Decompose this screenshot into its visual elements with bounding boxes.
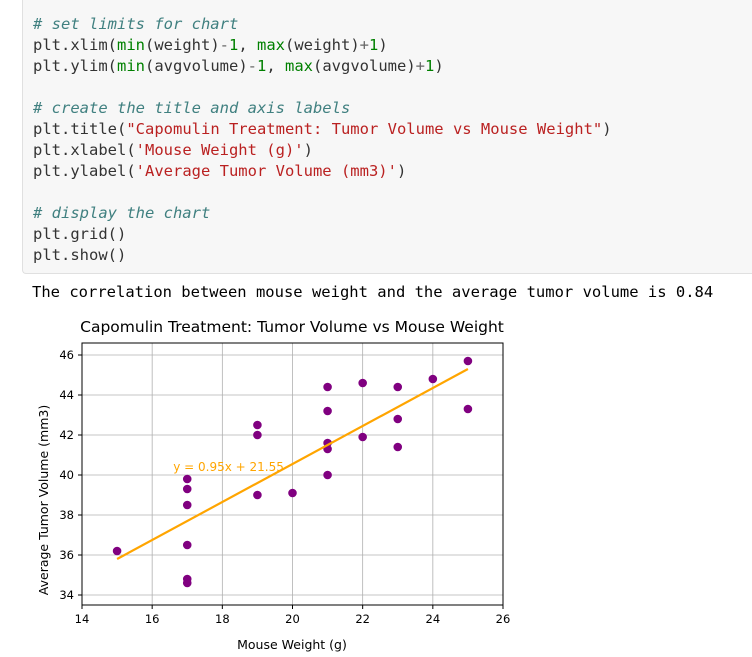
x-tick-label: 18 [215,612,230,626]
chart-title: Capomulin Treatment: Tumor Volume vs Mou… [80,318,504,336]
code-token: 1 [369,36,379,54]
code-token: max [257,36,286,54]
data-point [182,540,192,550]
code-token: - [247,57,257,75]
code-token: , [266,57,286,75]
code-editor[interactable]: # set limits for chart plt.xlim(min(weigh… [33,14,612,266]
code-token: max [285,57,314,75]
code-token: plt.ylim( [33,57,117,75]
x-tick-label: 26 [496,612,511,626]
data-point [393,382,403,392]
data-point [323,406,332,416]
code-token: 1 [229,36,239,54]
code-token: ) [434,57,444,75]
data-point [323,382,332,392]
code-line: plt.grid() [33,224,612,245]
code-token: min [117,57,145,75]
code-token: # display the chart [33,204,211,222]
data-point [323,470,332,480]
y-tick-label: 44 [59,388,74,402]
code-token: - [219,36,229,54]
code-token: ) [396,162,407,180]
code-token: , [238,36,258,54]
code-line [33,182,612,203]
code-token: 'Average Tumor Volume (mm3)' [135,162,397,180]
code-line: plt.ylim(min(avgvolume)-1, max(avgvolume… [33,56,612,77]
data-point [253,490,262,500]
chart-x-axis-label: Mouse Weight (g) [237,637,347,652]
code-token: plt.xlim( [33,36,117,54]
data-point [463,356,473,366]
code-token: "Capomulin Treatment: Tumor Volume vs Mo… [126,120,603,138]
data-point [358,378,367,388]
code-token: plt.title( [33,120,127,138]
code-token: 'Mouse Weight (g)' [135,141,304,159]
x-tick-label: 24 [426,612,441,626]
code-token: ) [378,36,388,54]
data-point [182,474,192,484]
data-point [112,546,122,556]
data-point [463,404,473,414]
code-line: plt.show() [33,245,612,266]
data-point [253,420,262,430]
code-line: plt.ylabel('Average Tumor Volume (mm3)') [33,161,612,182]
code-token: (avgvolume) [313,57,416,75]
chart-y-axis-label: Average Tumor Volume (mm3) [36,405,51,595]
data-point [253,430,262,440]
scatter-chart: Capomulin Treatment: Tumor Volume vs Mou… [36,318,510,652]
y-tick-label: 42 [59,428,74,442]
code-line: # display the chart [33,203,612,224]
code-cell[interactable]: # set limits for chart plt.xlim(min(weigh… [22,0,752,274]
code-token: plt.grid() [33,225,127,243]
x-tick-label: 20 [285,612,300,626]
code-line: plt.xlabel('Mouse Weight (g)') [33,140,612,161]
code-token: + [415,57,426,75]
code-token: (weight) [285,36,360,54]
correlation-output: The correlation between mouse weight and… [32,283,714,301]
code-token: 1 [257,57,267,75]
data-point [182,484,192,494]
data-point [182,500,192,510]
regression-equation: y = 0.95x + 21.55 [173,460,284,474]
y-tick-label: 36 [59,548,74,562]
x-tick-label: 22 [355,612,370,626]
code-line: # create the title and axis labels [33,98,612,119]
code-line: # set limits for chart [33,14,612,35]
y-tick-label: 46 [59,348,74,362]
data-point [428,374,438,384]
data-point [393,414,403,424]
data-point [358,432,367,442]
code-token: 1 [425,57,435,75]
code-line: plt.title("Capomulin Treatment: Tumor Vo… [33,119,612,140]
data-point [393,442,403,452]
code-line: plt.xlim(min(weight)-1, max(weight)+1) [33,35,612,56]
code-line [33,77,612,98]
y-tick-label: 34 [59,588,74,602]
code-token: # set limits for chart [33,15,239,33]
chart-grid [81,343,504,605]
data-point [182,574,192,584]
chart-ticks: 14 16 18 20 22 24 26 34 36 38 40 42 44 46 [59,348,510,626]
code-token: ) [602,120,612,138]
data-point [288,488,297,498]
code-token: plt.show() [33,246,127,264]
x-tick-label: 14 [75,612,90,626]
y-tick-label: 40 [59,468,74,482]
regression-line [116,368,469,560]
code-token: min [117,36,145,54]
y-tick-label: 38 [59,508,74,522]
code-token: (weight) [145,36,220,54]
code-token: plt.ylabel( [33,162,136,180]
code-token: ) [303,141,313,159]
code-token: plt.xlabel( [33,141,136,159]
code-token: + [359,36,370,54]
code-token: (avgvolume) [145,57,248,75]
data-points [112,356,473,588]
regression-line-group [116,368,469,560]
code-token: # create the title and axis labels [33,99,351,117]
x-tick-label: 16 [145,612,160,626]
